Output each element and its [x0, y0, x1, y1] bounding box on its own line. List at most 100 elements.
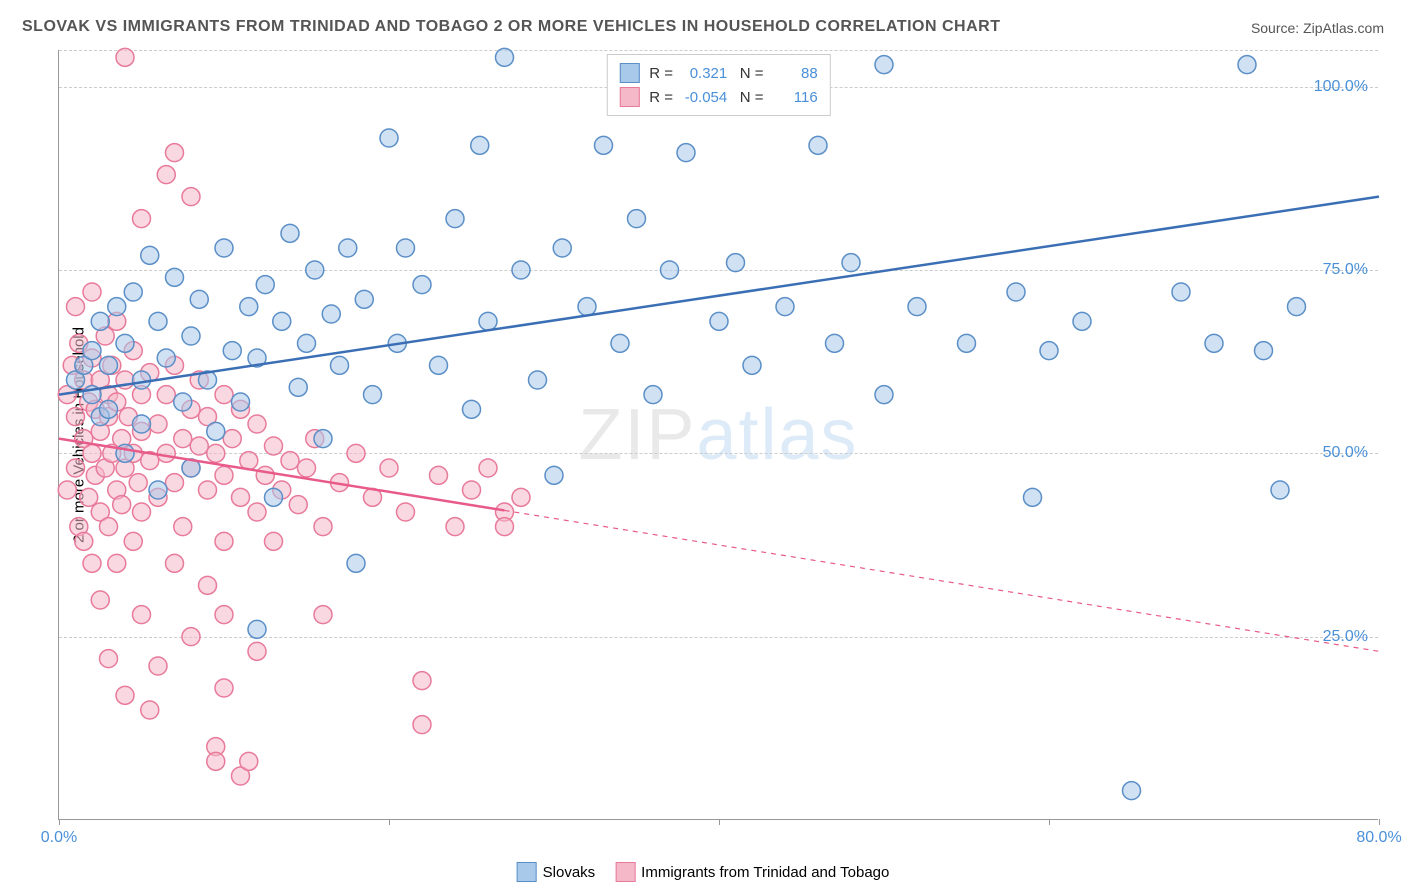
scatter-point: [397, 503, 415, 521]
scatter-point: [91, 312, 109, 330]
scatter-point: [289, 378, 307, 396]
source-label: Source:: [1251, 20, 1303, 36]
scatter-point: [75, 532, 93, 550]
scatter-point: [413, 672, 431, 690]
scatter-point: [207, 422, 225, 440]
scatter-point: [413, 716, 431, 734]
scatter-point: [157, 386, 175, 404]
scatter-point: [215, 386, 233, 404]
scatter-point: [727, 254, 745, 272]
scatter-point: [339, 239, 357, 257]
scatter-point: [174, 518, 192, 536]
x-tick: [1049, 819, 1050, 825]
scatter-point: [265, 437, 283, 455]
trend-line-dashed: [505, 510, 1380, 651]
chart-container: SLOVAK VS IMMIGRANTS FROM TRINIDAD AND T…: [0, 0, 1406, 892]
scatter-point: [611, 334, 629, 352]
scatter-point: [100, 650, 118, 668]
scatter-point: [215, 606, 233, 624]
scatter-point: [908, 298, 926, 316]
scatter-point: [116, 686, 134, 704]
legend-stats-row: R = 0.321 N = 88: [619, 61, 817, 85]
scatter-point: [281, 224, 299, 242]
scatter-point: [133, 210, 151, 228]
scatter-point: [223, 430, 241, 448]
scatter-point: [314, 518, 332, 536]
scatter-point: [67, 408, 85, 426]
scatter-point: [331, 356, 349, 374]
scatter-point: [182, 188, 200, 206]
scatter-point: [1040, 342, 1058, 360]
scatter-point: [306, 261, 324, 279]
scatter-point: [133, 371, 151, 389]
scatter-point: [776, 298, 794, 316]
scatter-point: [182, 327, 200, 345]
scatter-point: [677, 144, 695, 162]
scatter-point: [157, 166, 175, 184]
scatter-point: [248, 620, 266, 638]
scatter-point: [413, 276, 431, 294]
scatter-point: [232, 488, 250, 506]
scatter-point: [1073, 312, 1091, 330]
scatter-point: [512, 488, 530, 506]
scatter-point: [463, 481, 481, 499]
scatter-point: [116, 334, 134, 352]
scatter-point: [182, 628, 200, 646]
scatter-point: [215, 532, 233, 550]
x-tick: [59, 819, 60, 825]
scatter-point: [240, 298, 258, 316]
scatter-point: [273, 312, 291, 330]
scatter-point: [166, 554, 184, 572]
scatter-point: [322, 305, 340, 323]
legend-bottom-item: Immigrants from Trinidad and Tobago: [615, 862, 889, 882]
scatter-point: [958, 334, 976, 352]
scatter-point: [661, 261, 679, 279]
scatter-point: [113, 496, 131, 514]
scatter-point: [578, 298, 596, 316]
scatter-point: [166, 268, 184, 286]
scatter-point: [215, 239, 233, 257]
scatter-point: [157, 349, 175, 367]
scatter-point: [141, 246, 159, 264]
scatter-point: [265, 532, 283, 550]
scatter-point: [199, 481, 217, 499]
scatter-point: [710, 312, 728, 330]
scatter-point: [133, 415, 151, 433]
scatter-point: [479, 312, 497, 330]
scatter-point: [380, 459, 398, 477]
scatter-point: [875, 386, 893, 404]
scatter-point: [314, 430, 332, 448]
legend-stats-text: R = -0.054 N = 116: [649, 89, 817, 106]
scatter-point: [826, 334, 844, 352]
scatter-point: [116, 48, 134, 66]
x-tick: [719, 819, 720, 825]
legend-stats-row: R = -0.054 N = 116: [619, 85, 817, 109]
scatter-point: [479, 459, 497, 477]
scatter-point: [67, 298, 85, 316]
scatter-point: [83, 554, 101, 572]
legend-stats-text: R = 0.321 N = 88: [649, 65, 817, 82]
scatter-point: [248, 642, 266, 660]
scatter-point: [446, 518, 464, 536]
scatter-point: [355, 290, 373, 308]
scatter-point: [223, 342, 241, 360]
scatter-point: [133, 606, 151, 624]
scatter-svg: [59, 50, 1378, 819]
legend-swatch: [619, 63, 639, 83]
scatter-point: [83, 444, 101, 462]
scatter-point: [67, 459, 85, 477]
scatter-point: [289, 496, 307, 514]
scatter-point: [240, 752, 258, 770]
scatter-point: [314, 606, 332, 624]
scatter-point: [83, 342, 101, 360]
scatter-point: [265, 488, 283, 506]
scatter-point: [364, 386, 382, 404]
scatter-point: [298, 334, 316, 352]
scatter-point: [463, 400, 481, 418]
scatter-point: [129, 474, 147, 492]
legend-label: Immigrants from Trinidad and Tobago: [641, 864, 889, 881]
scatter-point: [1238, 56, 1256, 74]
scatter-point: [157, 444, 175, 462]
scatter-point: [347, 444, 365, 462]
scatter-point: [141, 701, 159, 719]
